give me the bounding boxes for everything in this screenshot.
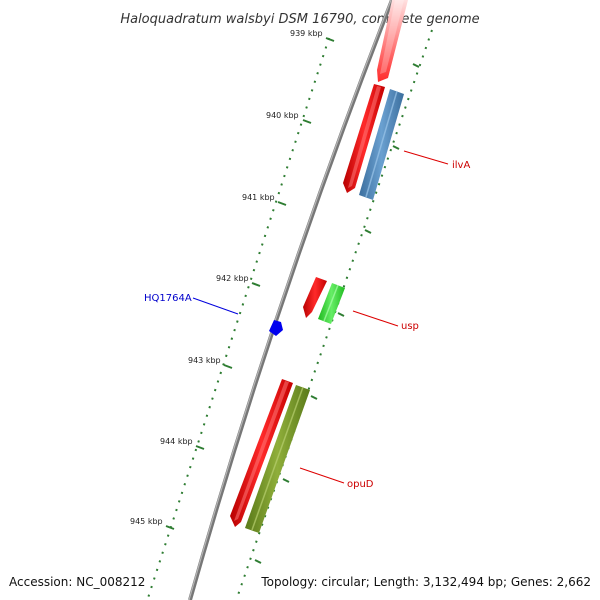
tick-label: 939 kbp (290, 29, 323, 38)
gene-arrow-top[interactable] (377, 0, 408, 82)
scale-tick (195, 445, 205, 450)
ilvA-leader-line (403, 150, 449, 165)
genome-backbone (188, 0, 394, 600)
HQ1764A-leader-line (192, 297, 239, 315)
tick-label: 942 kbp (216, 274, 249, 283)
scale-tick (325, 37, 335, 42)
gene-arrow-ilvA-forward[interactable] (343, 84, 385, 193)
scale-tick (302, 119, 312, 124)
map-title: Haloquadratum walsbyi DSM 16790, complet… (120, 12, 479, 27)
gene-opuD[interactable] (245, 385, 310, 533)
gene-usp[interactable] (318, 283, 345, 324)
genome-summary-text: Topology: circular; Length: 3,132,494 bp… (260, 575, 591, 589)
scale-ticks: 939 kbp 940 kbp 941 kbp 942 kbp 943 kbp … (130, 29, 335, 530)
tick-label: 945 kbp (130, 517, 163, 526)
label-usp[interactable]: usp (401, 321, 419, 332)
label-opuD[interactable]: opuD (347, 479, 374, 490)
gene-ilvA[interactable] (359, 89, 404, 200)
label-ilvA[interactable]: ilvA (452, 160, 470, 171)
outer-ring-ticks (254, 63, 420, 564)
scale-tick (165, 525, 175, 530)
tick-label: 941 kbp (242, 193, 275, 202)
accession-text: Accession: NC_008212 (9, 575, 145, 589)
gene-arrow-opuD-forward[interactable] (230, 379, 293, 527)
scale-tick (277, 201, 287, 206)
opuD-leader-line (299, 467, 345, 484)
tick-label: 944 kbp (160, 437, 193, 446)
scale-tick (251, 282, 261, 287)
scale-tick (223, 364, 233, 369)
tick-label: 943 kbp (188, 356, 221, 365)
tick-label: 940 kbp (266, 111, 299, 120)
label-HQ1764A[interactable]: HQ1764A (144, 293, 192, 304)
usp-leader-line (352, 310, 399, 327)
gene-arrow-usp-forward[interactable] (303, 277, 327, 318)
outer-dotted-ring (236, 29, 433, 599)
gene-HQ1764A[interactable] (269, 320, 283, 336)
